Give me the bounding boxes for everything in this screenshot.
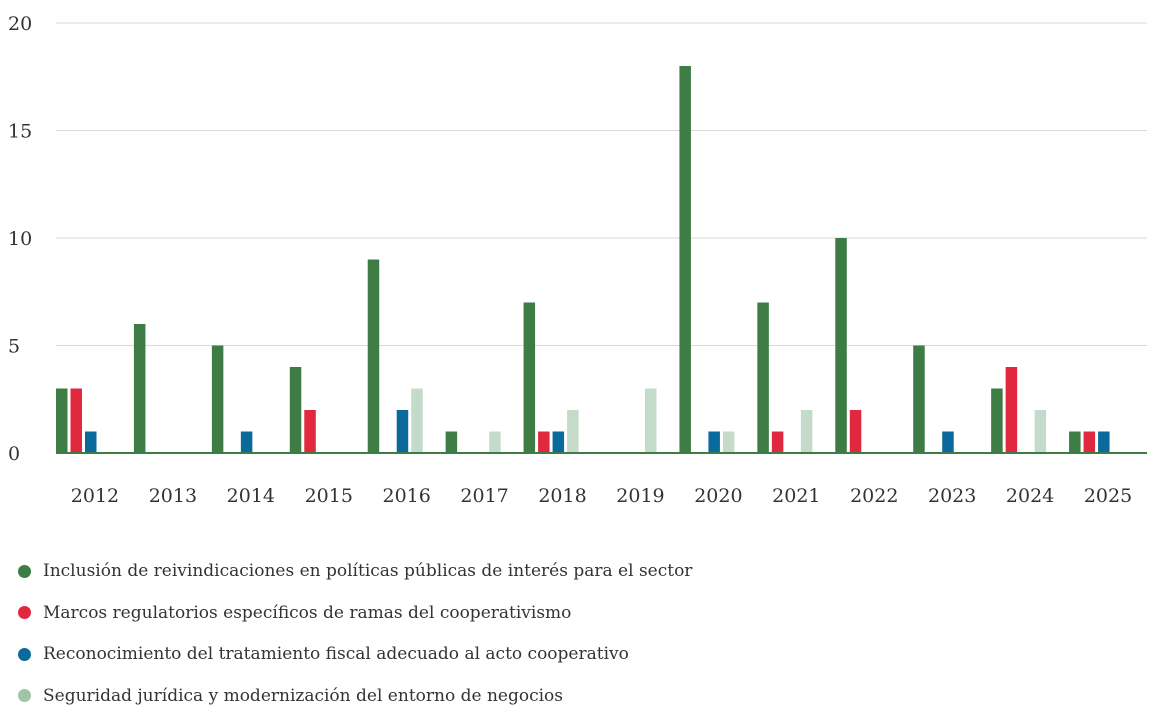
legend-item: Marcos regulatorios específicos de ramas… — [18, 602, 692, 624]
x-tick-label: 2024 — [1006, 485, 1054, 507]
y-axis-tick-labels: 0 5 10 15 20 — [8, 13, 32, 465]
legend-item: Reconocimiento del tratamiento fiscal ad… — [18, 643, 692, 665]
legend-label: Reconocimiento del tratamiento fiscal ad… — [43, 644, 629, 664]
bar — [85, 431, 97, 453]
bar — [567, 410, 579, 453]
bar — [1005, 367, 1018, 453]
x-tick-label: 2015 — [305, 485, 353, 507]
x-tick-label: 2020 — [694, 485, 742, 507]
bar — [708, 431, 720, 453]
bar — [835, 238, 847, 453]
bar — [411, 388, 423, 453]
bar — [56, 388, 68, 453]
bar — [538, 431, 550, 453]
legend-label: Inclusión de reivindicaciones en polític… — [43, 561, 693, 581]
bar — [645, 388, 657, 453]
legend-label: Marcos regulatorios específicos de ramas… — [43, 602, 572, 623]
bar — [133, 324, 146, 453]
bar — [800, 410, 813, 453]
legend-dot-icon — [18, 606, 31, 619]
bar — [913, 345, 925, 453]
x-tick-label: 2019 — [616, 485, 664, 507]
bar — [722, 431, 735, 453]
bar — [523, 302, 536, 453]
y-tick-label: 10 — [8, 228, 32, 250]
bar — [367, 259, 380, 453]
x-tick-label: 2023 — [928, 485, 976, 507]
bar — [240, 431, 253, 453]
bar — [679, 66, 691, 453]
legend-label: Seguridad jurídica y modernización del e… — [43, 685, 563, 706]
bar — [771, 431, 784, 453]
x-tick-label: 2016 — [382, 485, 430, 507]
x-tick-label: 2025 — [1084, 485, 1132, 507]
y-tick-label: 15 — [8, 121, 32, 143]
legend-dot-icon — [18, 647, 31, 661]
y-tick-label: 0 — [8, 443, 20, 465]
x-tick-label: 2018 — [538, 485, 586, 507]
bar — [942, 431, 954, 453]
bar — [70, 388, 82, 453]
bar — [489, 431, 501, 453]
legend-item: Seguridad jurídica y modernización del e… — [18, 685, 692, 707]
bar — [757, 302, 769, 453]
bar — [1083, 431, 1096, 453]
bar — [1098, 431, 1110, 453]
bar — [289, 367, 302, 453]
bar — [552, 431, 565, 453]
x-tick-label: 2012 — [71, 485, 119, 507]
x-tick-label: 2013 — [149, 485, 197, 507]
bar — [304, 410, 316, 453]
bar — [445, 431, 458, 453]
bar — [211, 345, 224, 453]
bar — [849, 410, 862, 453]
x-tick-label: 2022 — [850, 485, 898, 507]
x-tick-label: 2021 — [772, 485, 820, 507]
x-tick-label: 2014 — [227, 485, 275, 507]
bar — [396, 410, 409, 453]
bar — [991, 388, 1003, 453]
y-tick-label: 5 — [8, 336, 20, 358]
legend-dot-icon — [18, 564, 31, 578]
gridlines — [56, 22, 1147, 346]
bar — [1069, 431, 1081, 453]
bars — [56, 66, 1147, 454]
legend: Inclusión de reivindicaciones en polític… — [18, 560, 692, 726]
y-tick-label: 20 — [8, 13, 32, 35]
x-axis-tick-labels: 2012 2013 2014 2015 2016 2017 2018 2019 2020 2021… — [71, 485, 1132, 507]
x-tick-label: 2017 — [460, 485, 508, 507]
bar — [1034, 410, 1047, 453]
legend-dot-icon — [18, 689, 31, 702]
legend-item: Inclusión de reivindicaciones en polític… — [18, 560, 692, 582]
